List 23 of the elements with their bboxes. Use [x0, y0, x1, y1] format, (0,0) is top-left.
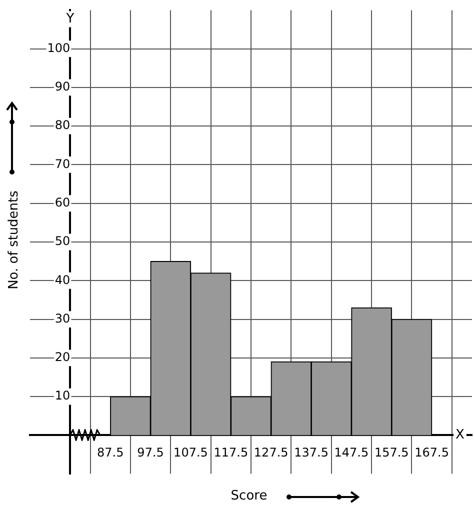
annotation: Y [65, 12, 74, 27]
x-axis-title: Score [230, 488, 268, 504]
y-tick-label: 80 [54, 118, 70, 132]
x-tick-label: 87.5 [97, 445, 124, 460]
x-tick-label: 127.5 [254, 445, 288, 460]
y-tick-label: 10 [54, 388, 70, 403]
y-tick-label: 60 [54, 195, 70, 210]
y-tick-label: 50 [54, 234, 70, 248]
annotation: X [456, 428, 465, 443]
y-tick-label: 70 [54, 156, 70, 171]
x-tick-label: 117.5 [214, 445, 248, 460]
y-tick-label: 30 [54, 311, 70, 326]
y-tick-label: 40 [54, 272, 70, 287]
x-tick-label: 167.5 [414, 445, 449, 460]
y-tick-label: 20 [54, 350, 70, 364]
x-tick-label: 147.5 [334, 445, 369, 460]
y-tick-label: 90 [54, 80, 70, 94]
x-tick-label: 107.5 [174, 445, 208, 460]
x-tick-label: 157.5 [374, 445, 409, 460]
y-axis-title: No. of students [6, 190, 22, 290]
y-tick-label: 100 [47, 40, 70, 55]
x-tick-label: 97.5 [137, 445, 164, 460]
x-tick-label: 137.5 [294, 445, 328, 460]
